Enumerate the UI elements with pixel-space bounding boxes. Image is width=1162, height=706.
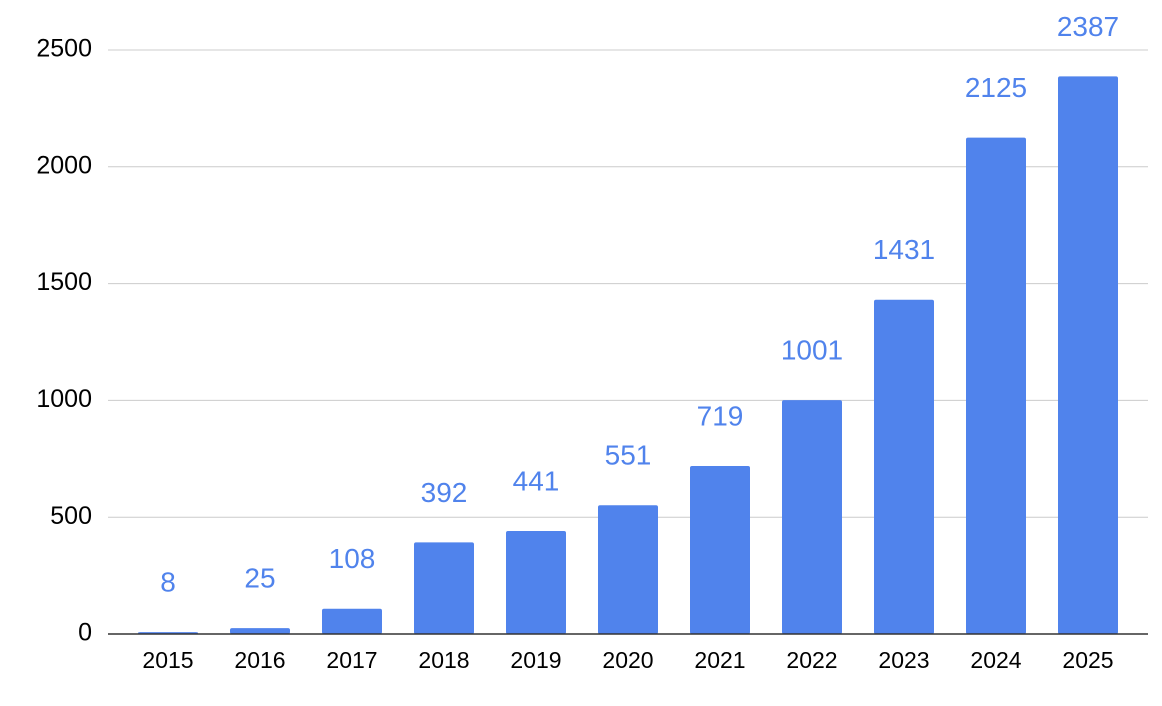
y-tick-label: 0 bbox=[78, 619, 92, 647]
y-tick-label: 1000 bbox=[36, 385, 92, 413]
bar bbox=[966, 137, 1026, 634]
value-label: 25 bbox=[244, 563, 275, 594]
x-tick-label: 2024 bbox=[970, 647, 1021, 673]
bar bbox=[690, 466, 750, 634]
y-tick-label: 2000 bbox=[36, 151, 92, 179]
x-tick-label: 2017 bbox=[326, 647, 377, 673]
x-tick-label: 2016 bbox=[234, 647, 285, 673]
value-label: 551 bbox=[605, 440, 652, 471]
bar bbox=[874, 299, 934, 634]
value-label: 8 bbox=[160, 567, 176, 598]
x-tick-label: 2021 bbox=[694, 647, 745, 673]
value-label: 719 bbox=[697, 400, 744, 431]
x-tick-label: 2023 bbox=[878, 647, 929, 673]
x-tick-label: 2015 bbox=[142, 647, 193, 673]
bar bbox=[1058, 76, 1118, 635]
value-label: 108 bbox=[329, 543, 376, 574]
x-tick-label: 2018 bbox=[418, 647, 469, 673]
value-label: 1431 bbox=[873, 234, 935, 265]
bar bbox=[322, 608, 382, 634]
bar bbox=[782, 400, 842, 634]
value-label: 2387 bbox=[1057, 11, 1119, 42]
bar bbox=[414, 542, 474, 634]
y-tick-label: 500 bbox=[50, 502, 92, 530]
value-label: 2125 bbox=[965, 72, 1027, 103]
value-label: 1001 bbox=[781, 335, 843, 366]
y-tick-label: 2500 bbox=[36, 35, 92, 63]
bar bbox=[230, 628, 290, 634]
x-tick-label: 2025 bbox=[1062, 647, 1113, 673]
x-tick-label: 2019 bbox=[510, 647, 561, 673]
bar bbox=[598, 505, 658, 634]
value-label: 392 bbox=[421, 477, 468, 508]
x-tick-label: 2020 bbox=[602, 647, 653, 673]
x-tick-label: 2022 bbox=[786, 647, 837, 673]
value-label: 441 bbox=[513, 465, 560, 496]
y-tick-label: 1500 bbox=[36, 268, 92, 296]
bar bbox=[506, 530, 566, 634]
